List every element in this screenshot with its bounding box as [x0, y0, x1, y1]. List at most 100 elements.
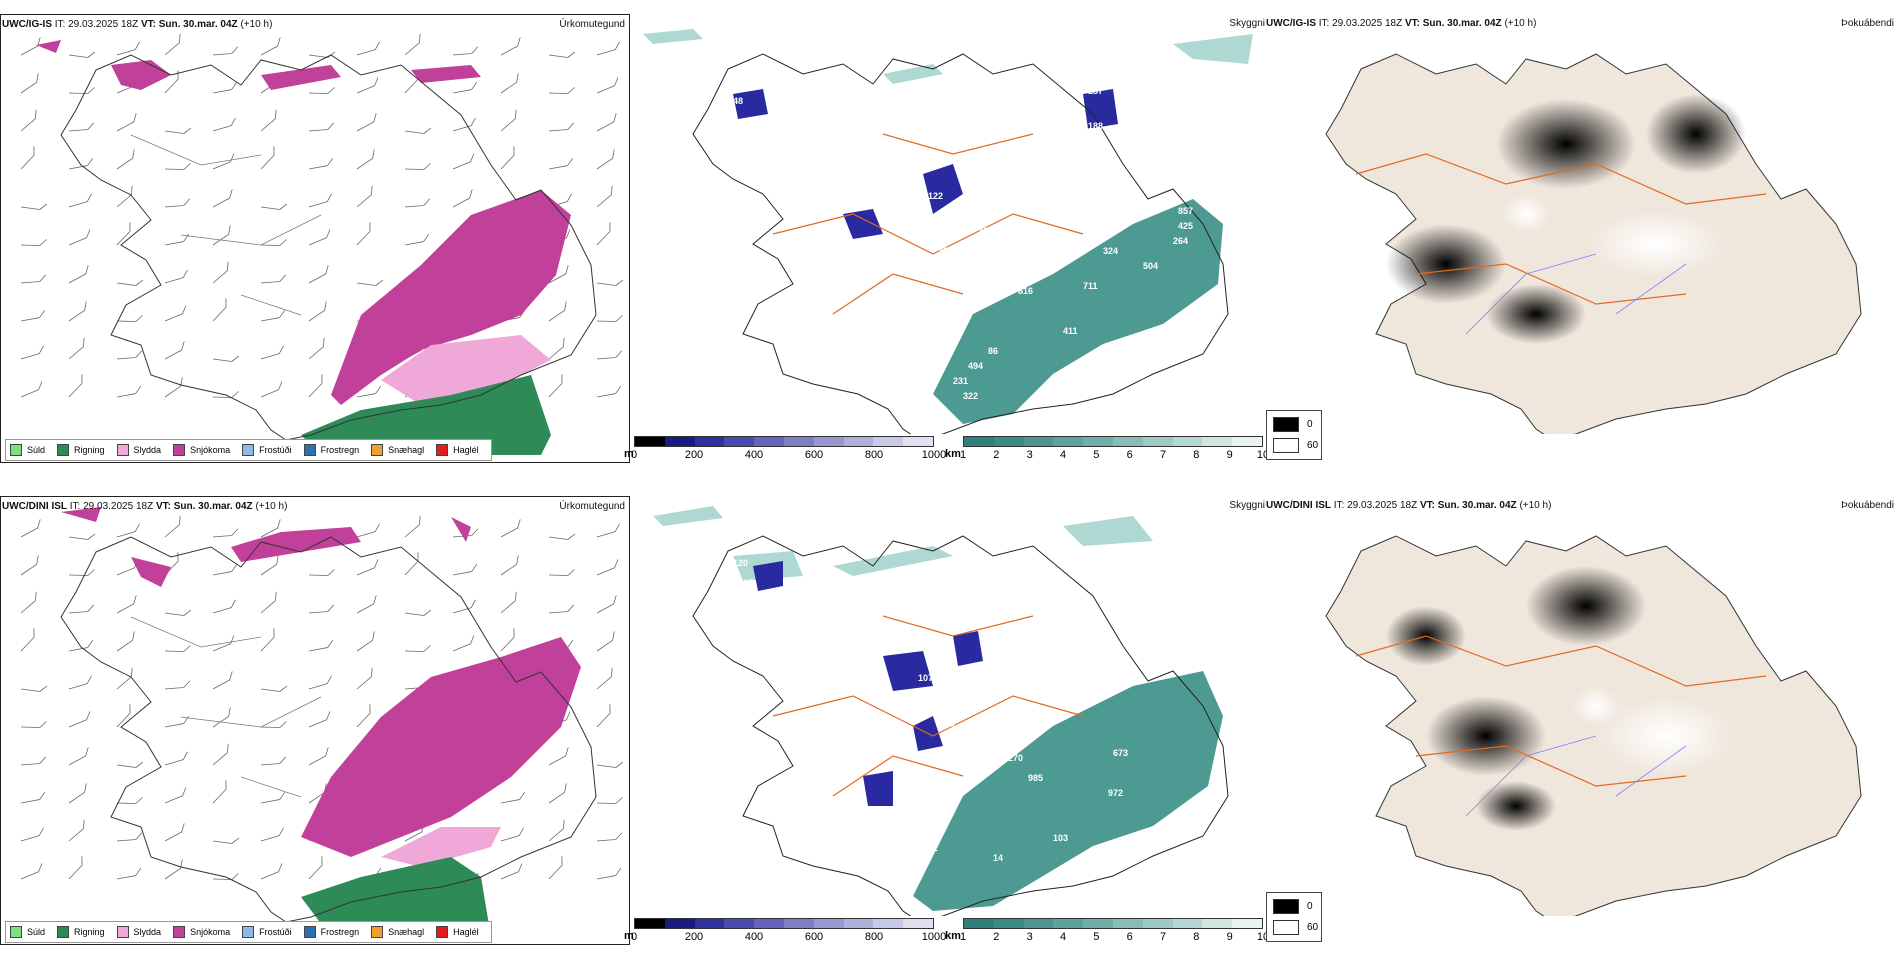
low-ceiling-area	[753, 561, 983, 806]
colorbar-tick: 600	[804, 931, 824, 943]
ceiling-value-label: 137	[923, 808, 938, 818]
colorbar-tick: 800	[864, 931, 884, 943]
legend-item: Frostúði	[242, 444, 292, 456]
legend-swatch	[303, 926, 316, 938]
panel-title: Þokuábendi	[1841, 500, 1894, 511]
visibility-colorbar: 1 2 3 4 5 6 7 8 9 10 km	[945, 918, 1269, 944]
colorbar-tick: 1	[959, 449, 967, 461]
ceiling-visibility-panel-row2: 120 17 406 373 404 171 176 107 136 161 102 13 173 529…	[624, 496, 1269, 961]
ceiling-visibility-panel-row1: 48 12 22 187 188 122 103 167 33 36 38 125 290 816 711 3…	[624, 14, 1269, 479]
ceiling-value-label: 38	[938, 246, 948, 256]
colorbar-tick: 3	[1026, 931, 1033, 943]
snow-area-east	[301, 637, 581, 857]
legend-item: Súld	[10, 444, 45, 456]
ceiling-value-label: 125	[928, 276, 943, 286]
colorbar-tick: 400	[744, 931, 764, 943]
legend-item: Snæhagl	[371, 444, 424, 456]
fog-legend-item: 60	[1273, 920, 1321, 935]
fog-index-panel-row2: UWC/DINI ISL IT: 29.03.2025 18Z VT: Sun.…	[1266, 496, 1898, 961]
colorbar-tick: 5	[1093, 449, 1100, 461]
visibility-colorbar: 1 2 3 4 5 6 7 8 9 10 km	[945, 436, 1269, 462]
legend-label: Slydda	[133, 445, 162, 455]
ceiling-labels: 48 12 22 187 188 122 103 167 33 36 38 125 290 816 711 3…	[728, 86, 1193, 401]
panel-title: Þokuábendi	[1841, 18, 1894, 29]
legend-label: Snæhagl	[388, 927, 425, 937]
legend-item: Haglél	[436, 444, 479, 456]
panel-title: Skyggni	[1229, 500, 1265, 511]
legend-label: Snjókoma	[190, 927, 231, 937]
legend-item: Haglél	[436, 926, 479, 938]
legend-swatch	[371, 926, 384, 938]
ceiling-value-label: 985	[1028, 773, 1043, 783]
legend-label: Snæhagl	[388, 445, 425, 455]
fog-map	[1325, 53, 1862, 434]
ceiling-value-label: 673	[1113, 748, 1128, 758]
colorbar-tick: 0	[630, 449, 638, 461]
legend-item: Frostregn	[303, 444, 360, 456]
precip-map-frame: UWC/IG-IS IT: 29.03.2025 18Z VT: Sun. 30…	[0, 14, 630, 463]
legend-label: Haglél	[453, 445, 479, 455]
colorbar-tick: 6	[1126, 931, 1133, 943]
ceiling-value-label: 103	[963, 176, 978, 186]
colorbar-tick: 2	[993, 931, 1000, 943]
ceiling-value-label: 857	[1178, 206, 1193, 216]
snow-area-north	[61, 507, 471, 587]
ceiling-value-label: 102	[951, 723, 966, 733]
precip-type-panel-row1: UWC/IG-IS IT: 29.03.2025 18Z VT: Sun. 30…	[0, 14, 632, 479]
colorbar-tick: 8	[1193, 449, 1200, 461]
ceiling-value-label: 136	[923, 793, 938, 803]
legend-swatch	[242, 444, 255, 456]
legend-swatch	[173, 444, 186, 456]
colorbar-tick: 3	[1026, 449, 1033, 461]
legend-swatch	[116, 926, 129, 938]
ceiling-value-label: 13	[973, 728, 983, 738]
fog-legend: 0 60	[1266, 410, 1322, 460]
ceiling-value-label: 48	[733, 96, 743, 106]
ceiling-value-label: 17	[743, 578, 753, 588]
sleet-area	[381, 827, 501, 867]
visibility-area	[913, 671, 1223, 911]
legend-label: Frostúði	[259, 927, 292, 937]
panel-title: Úrkomutegund	[559, 501, 625, 512]
legend-swatch	[57, 444, 70, 456]
legend-swatch	[57, 926, 70, 938]
colorbar-tick: 9	[1226, 449, 1233, 461]
legend-label: Súld	[27, 445, 46, 455]
fog-legend-item: 60	[1273, 438, 1321, 453]
colorbar-tick: 6	[1126, 449, 1133, 461]
panel-header: UWC/DINI ISL IT: 29.03.2025 18Z VT: Sun.…	[2, 501, 288, 512]
precip-map	[14, 33, 624, 455]
colorbar-tick: 8	[1193, 931, 1200, 943]
ceiling-value-label: 324	[1103, 246, 1118, 256]
ceiling-value-label: 36	[978, 226, 988, 236]
legend-swatch	[116, 444, 129, 456]
ceiling-value-label: 270	[1008, 753, 1023, 763]
fog-index-panel-row1: UWC/IG-IS IT: 29.03.2025 18Z VT: Sun. 30…	[1266, 14, 1898, 479]
legend-label: Haglél	[453, 927, 479, 937]
ceiling-value-label: 173	[993, 738, 1008, 748]
ceiling-value-label: 406	[808, 578, 823, 588]
colorbar-tick: 9	[1226, 931, 1233, 943]
snow-area-north	[36, 40, 481, 90]
colorbar-tick: 1000	[921, 449, 947, 461]
legend-item: Frostúði	[242, 926, 292, 938]
ceiling-value-label: 411	[1063, 326, 1078, 336]
legend-swatch	[173, 926, 186, 938]
ceiling-value-label: 12	[728, 126, 738, 136]
legend-item: Snjókoma	[173, 926, 230, 938]
low-ceiling-area	[733, 89, 1118, 239]
ceiling-value-label: 176	[1153, 583, 1168, 593]
precip-type-panel-row2: UWC/DINI ISL IT: 29.03.2025 18Z VT: Sun.…	[0, 496, 632, 961]
colorbar-tick: 600	[804, 449, 824, 461]
legend-label: Snjókoma	[190, 445, 231, 455]
legend-item: Frostregn	[303, 926, 359, 938]
legend-label: Frostregn	[320, 445, 360, 455]
ceiling-value-label: 231	[953, 376, 968, 386]
legend-item: Slydda	[116, 444, 162, 456]
legend-swatch	[436, 926, 449, 938]
colorbar-tick: 200	[684, 931, 704, 943]
ceiling-value-label: 816	[1018, 286, 1033, 296]
sleet-area	[381, 335, 551, 405]
panel-title: Úrkomutegund	[559, 19, 625, 30]
